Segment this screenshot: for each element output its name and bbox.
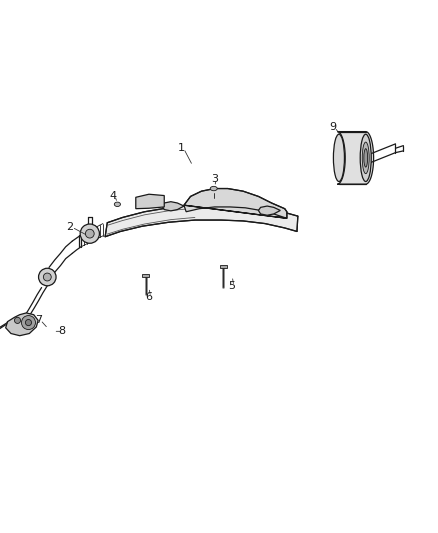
Text: 7: 7 bbox=[35, 315, 42, 325]
Circle shape bbox=[39, 268, 56, 286]
Circle shape bbox=[21, 316, 35, 329]
Circle shape bbox=[14, 317, 21, 324]
Ellipse shape bbox=[362, 142, 369, 174]
Text: 8: 8 bbox=[58, 326, 65, 336]
Circle shape bbox=[85, 229, 94, 238]
Circle shape bbox=[80, 224, 99, 243]
Polygon shape bbox=[184, 189, 287, 219]
Ellipse shape bbox=[210, 187, 217, 191]
Ellipse shape bbox=[333, 134, 344, 182]
Polygon shape bbox=[220, 265, 227, 268]
Circle shape bbox=[43, 273, 51, 281]
Text: 9: 9 bbox=[329, 122, 336, 132]
Polygon shape bbox=[105, 205, 298, 237]
Circle shape bbox=[25, 319, 32, 326]
Polygon shape bbox=[6, 313, 38, 336]
Polygon shape bbox=[162, 201, 184, 211]
Text: 2: 2 bbox=[67, 222, 74, 232]
Text: 1: 1 bbox=[178, 143, 185, 154]
Ellipse shape bbox=[360, 134, 371, 182]
Text: 4: 4 bbox=[110, 190, 117, 200]
Polygon shape bbox=[258, 206, 280, 215]
Polygon shape bbox=[337, 132, 374, 184]
Text: 5: 5 bbox=[229, 281, 236, 291]
Ellipse shape bbox=[364, 149, 367, 167]
Text: 6: 6 bbox=[145, 292, 152, 302]
Ellipse shape bbox=[114, 202, 120, 206]
Polygon shape bbox=[136, 194, 164, 209]
Text: 3: 3 bbox=[211, 174, 218, 184]
Polygon shape bbox=[142, 274, 149, 277]
